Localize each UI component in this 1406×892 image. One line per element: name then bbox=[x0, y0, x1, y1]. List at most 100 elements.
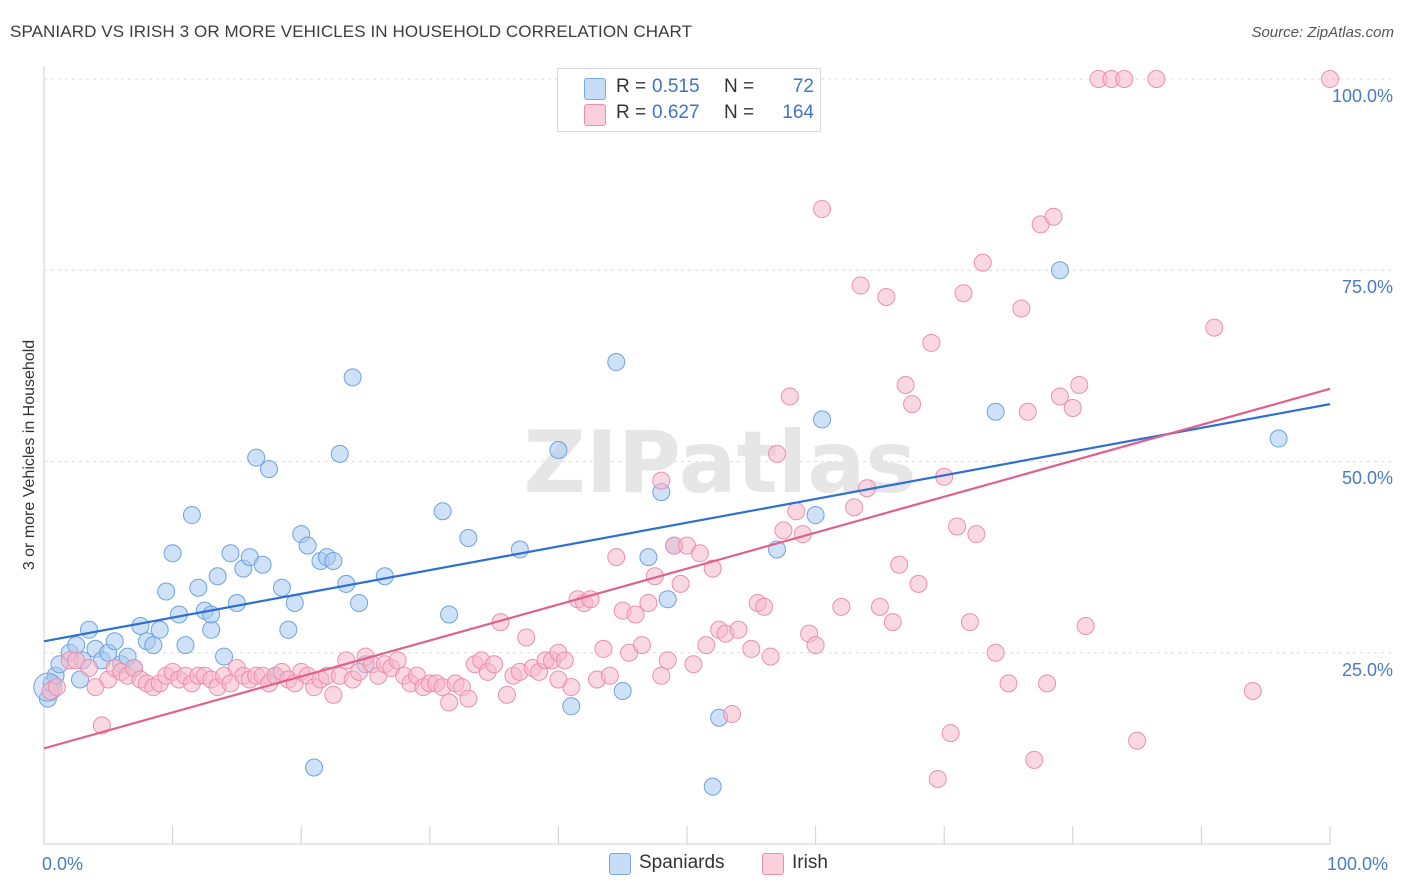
spaniards-point bbox=[227, 594, 246, 613]
spaniards-point bbox=[305, 758, 324, 777]
irish-point bbox=[1012, 299, 1031, 318]
irish-point bbox=[1044, 207, 1063, 226]
irish-point bbox=[639, 594, 658, 613]
irish-point bbox=[459, 689, 478, 708]
spaniards-point bbox=[253, 555, 272, 574]
irish-point bbox=[80, 659, 99, 678]
irish-point bbox=[729, 620, 748, 639]
spaniards-point bbox=[247, 448, 266, 467]
spaniards-swatch bbox=[584, 78, 606, 100]
spaniards-point bbox=[215, 647, 234, 666]
irish-point bbox=[497, 685, 516, 704]
irish-point bbox=[870, 597, 889, 616]
spaniards-point bbox=[202, 620, 221, 639]
irish-point bbox=[832, 597, 851, 616]
watermark: ZIPatlas bbox=[524, 413, 917, 513]
spaniards-point bbox=[208, 567, 227, 586]
x-tick-label-max: 100.0% bbox=[1327, 854, 1389, 874]
spaniards-point bbox=[433, 502, 452, 521]
spaniards-point bbox=[658, 590, 677, 609]
irish-point bbox=[388, 651, 407, 670]
spaniards-point bbox=[350, 594, 369, 613]
irish-point bbox=[652, 471, 671, 490]
irish-point bbox=[928, 769, 947, 788]
irish-point bbox=[47, 678, 66, 697]
spaniards-point bbox=[105, 632, 124, 651]
irish-point bbox=[658, 651, 677, 670]
watermark-text: ZIPatlas bbox=[524, 413, 917, 513]
irish-point bbox=[1070, 376, 1089, 394]
irish-point bbox=[922, 333, 941, 352]
irish-swatch bbox=[584, 104, 606, 126]
spaniards-point bbox=[279, 620, 298, 639]
irish-point bbox=[1147, 70, 1166, 88]
irish-point bbox=[774, 521, 793, 540]
n-value: 72 bbox=[792, 76, 814, 97]
irish-point bbox=[703, 559, 722, 578]
irish-point bbox=[594, 639, 613, 658]
irish-point bbox=[813, 200, 832, 219]
irish-point bbox=[941, 724, 960, 743]
spaniards-point bbox=[150, 620, 169, 639]
irish-point bbox=[1205, 318, 1224, 337]
chart-title: SPANIARD VS IRISH 3 OR MORE VEHICLES IN … bbox=[10, 22, 693, 41]
y-tick-label-75: 75.0% bbox=[1341, 277, 1393, 297]
irish-point bbox=[1076, 616, 1095, 635]
spaniards-point bbox=[703, 777, 722, 796]
axes bbox=[43, 66, 1331, 845]
irish-point bbox=[768, 444, 787, 463]
irish-point bbox=[485, 655, 504, 674]
irish-point bbox=[1063, 398, 1082, 417]
legend-label-irish: Irish bbox=[792, 852, 828, 873]
irish-point bbox=[723, 704, 742, 723]
n-label: N = bbox=[724, 76, 755, 97]
irish-point bbox=[690, 544, 709, 563]
spaniards-point bbox=[1050, 261, 1069, 280]
irish-point bbox=[555, 651, 574, 670]
irish-point bbox=[967, 525, 986, 544]
spaniards-point bbox=[176, 636, 195, 655]
irish-point bbox=[684, 655, 703, 674]
irish-point bbox=[600, 666, 619, 685]
irish-point bbox=[1321, 70, 1339, 88]
spaniards-point bbox=[67, 636, 86, 655]
irish-point bbox=[845, 498, 864, 517]
irish-point bbox=[1128, 731, 1147, 750]
spaniards-point bbox=[324, 551, 343, 570]
irish-point bbox=[1018, 402, 1037, 421]
spaniards-point bbox=[562, 697, 581, 716]
x-tick-label-min: 0.0% bbox=[42, 854, 84, 874]
r-label: R = bbox=[616, 102, 647, 123]
legend-label-spaniards: Spaniards bbox=[639, 852, 725, 873]
irish-point bbox=[761, 647, 780, 666]
spaniards-point bbox=[440, 605, 459, 624]
spaniards-swatch bbox=[609, 853, 631, 875]
spaniards-point bbox=[343, 368, 362, 387]
irish-point bbox=[652, 666, 671, 685]
stats-legend: R = 0.515 N = 72 R = 0.627 N = 164 bbox=[557, 68, 821, 132]
irish-point bbox=[909, 574, 928, 593]
irish-trend-line bbox=[43, 387, 1331, 750]
irish-point bbox=[960, 613, 979, 632]
r-value: 0.515 bbox=[652, 76, 700, 97]
irish-point bbox=[877, 288, 896, 307]
spaniards-point bbox=[298, 536, 317, 555]
spaniards-point bbox=[459, 529, 478, 547]
source-label: Source: ZipAtlas.com bbox=[1251, 24, 1394, 41]
spaniards-point bbox=[607, 353, 626, 372]
irish-point bbox=[324, 685, 343, 704]
irish-point bbox=[92, 716, 111, 735]
spaniards-point bbox=[806, 506, 825, 525]
y-tick-label-100: 100.0% bbox=[1331, 86, 1393, 106]
spaniards-point bbox=[144, 636, 163, 655]
y-tick-label-50: 50.0% bbox=[1341, 468, 1393, 488]
irish-point bbox=[954, 284, 973, 303]
spaniards-point bbox=[80, 620, 99, 639]
irish-point bbox=[851, 276, 870, 295]
spaniards-point bbox=[131, 616, 150, 635]
irish-point bbox=[607, 548, 626, 567]
irish-point bbox=[755, 597, 774, 616]
irish-point bbox=[632, 636, 651, 655]
irish-point bbox=[883, 613, 902, 632]
